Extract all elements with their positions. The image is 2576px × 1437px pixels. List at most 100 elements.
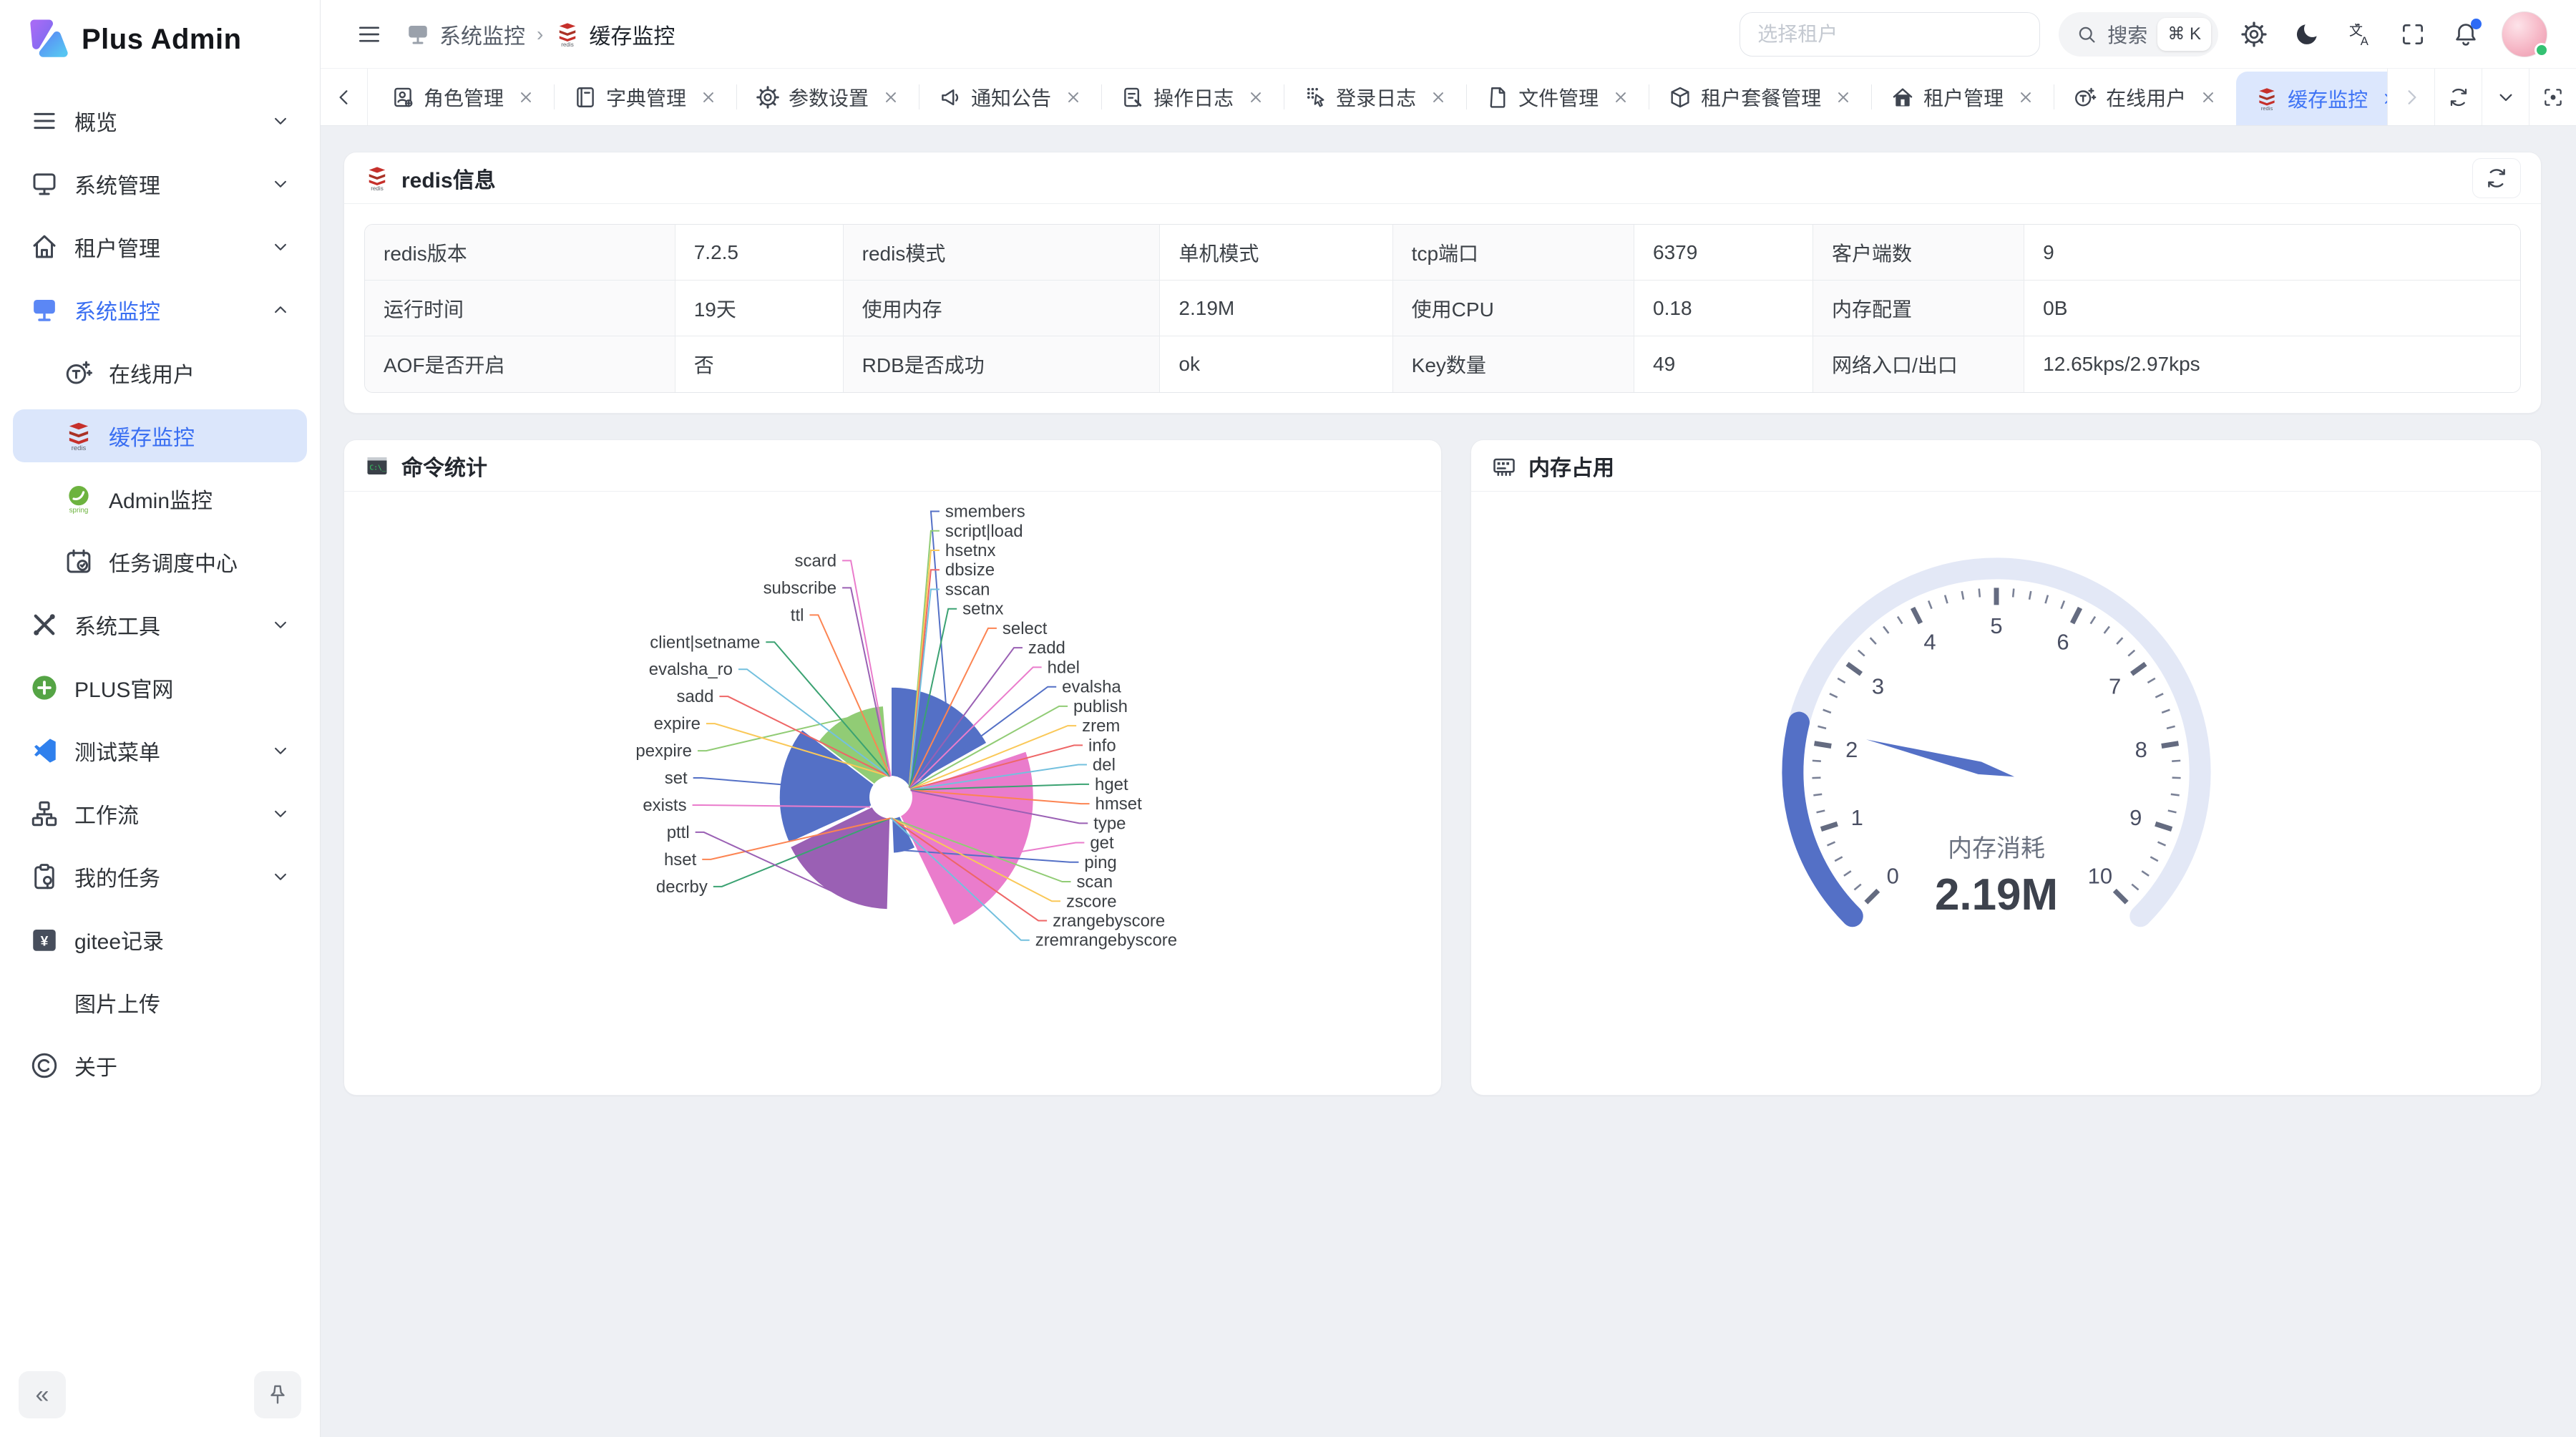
tab-1[interactable]: 字典管理 <box>555 69 736 125</box>
tab-label: 缓存监控 <box>2288 88 2368 111</box>
tab-4[interactable]: 操作日志 <box>1102 69 1284 125</box>
rose-label-evalsha: evalsha <box>1062 678 1121 697</box>
close-icon <box>886 92 897 102</box>
tab-close-icon[interactable] <box>1611 88 1630 107</box>
gauge-tick-label: 4 <box>1923 629 1936 654</box>
tab-close-icon[interactable] <box>1064 88 1083 107</box>
tenant-icon <box>1893 87 1913 107</box>
rose-label-scard: scard <box>795 551 837 570</box>
refresh-redis-info-button[interactable] <box>2472 157 2521 198</box>
rose-label-exists: exists <box>643 796 686 815</box>
rose-label-publish: publish <box>1073 697 1128 716</box>
rose-label-select: select <box>1002 619 1048 638</box>
memory-usage-title: 内存占用 <box>1528 456 1614 480</box>
sidebar-item-5[interactable]: redis 缓存监控 <box>13 409 307 462</box>
tools-icon <box>34 614 55 635</box>
tab-6[interactable]: 文件管理 <box>1467 69 1649 125</box>
breadcrumb-item-0[interactable]: 系统监控 <box>405 19 525 50</box>
tab-close-icon[interactable] <box>699 88 718 107</box>
info-value-cell: 单机模式 <box>1160 225 1393 281</box>
tab-divider <box>1466 84 1468 109</box>
sidebar-item-14[interactable]: 图片上传 <box>13 976 307 1029</box>
user-avatar[interactable] <box>2502 11 2549 57</box>
gauge-needle <box>1865 739 2015 777</box>
pin-sidebar-button[interactable] <box>254 1371 301 1418</box>
info-value-cell: 7.2.5 <box>675 225 844 281</box>
sidebar-item-2[interactable]: 租户管理 <box>13 220 307 273</box>
tab-9[interactable]: 在线用户 <box>2054 69 2236 125</box>
tab-label: 在线用户 <box>2106 87 2187 109</box>
refresh-tab-button[interactable] <box>2434 69 2482 125</box>
rose-label-decrby: decrby <box>656 877 708 897</box>
tab-8[interactable]: 租户管理 <box>1872 69 2054 125</box>
sidebar-item-9[interactable]: PLUS官网 <box>13 661 307 714</box>
logo[interactable]: Plus Admin <box>0 0 320 76</box>
sidebar-item-0[interactable]: 概览 <box>13 94 307 147</box>
tab-close-icon[interactable] <box>2199 88 2218 107</box>
chevron-down-icon <box>275 180 286 187</box>
workflow-icon <box>31 801 57 827</box>
svg-text:A: A <box>2361 34 2369 48</box>
chevron-down-icon <box>275 747 286 754</box>
global-search-button[interactable]: 搜索 ⌘ K <box>2059 11 2218 57</box>
tab-7[interactable]: 租户套餐管理 <box>1649 69 1871 125</box>
sidebar-item-8[interactable]: 系统工具 <box>13 598 307 651</box>
tab-close-icon[interactable] <box>2016 88 2035 107</box>
tab-3[interactable]: 通知公告 <box>919 69 1101 125</box>
tab-actions-dropdown-button[interactable] <box>2482 69 2529 125</box>
monitor-blue-icon <box>34 300 55 321</box>
rose-label-sadd: sadd <box>676 687 713 706</box>
sidebar-item-15[interactable]: 关于 <box>13 1039 307 1092</box>
info-value-cell: 0.18 <box>1634 281 1813 336</box>
gauge-tick-label: 9 <box>2129 805 2142 830</box>
rose-label-zrangebyscore: zrangebyscore <box>1053 911 1165 930</box>
sidebar-item-11[interactable]: 工作流 <box>13 787 307 840</box>
tab-close-icon[interactable] <box>1429 88 1448 107</box>
tenant-select-input[interactable] <box>1740 11 2041 57</box>
settings-gear-icon[interactable] <box>2237 17 2271 52</box>
tab-close-icon[interactable] <box>2381 89 2387 108</box>
home-icon <box>33 235 56 258</box>
collapse-sidebar-button[interactable]: « <box>19 1371 66 1418</box>
close-icon <box>2021 92 2031 102</box>
sidebar-item-6[interactable]: spring Admin监控 <box>13 472 307 525</box>
tab-divider <box>1871 84 1873 109</box>
tab-5[interactable]: 登录日志 <box>1284 69 1466 125</box>
terminal-icon: C:\_ <box>367 457 387 474</box>
sidebar-item-12[interactable]: 我的任务 <box>13 850 307 903</box>
tab-close-icon[interactable] <box>1246 88 1265 107</box>
dark-mode-moon-icon[interactable] <box>2290 17 2324 52</box>
info-value-cell: 9 <box>2024 225 2520 281</box>
sidebar-item-10[interactable]: 测试菜单 <box>13 724 307 777</box>
hamburger-menu-icon[interactable] <box>352 17 386 52</box>
overview-icon <box>34 112 55 130</box>
tabs-scroll-right-button[interactable] <box>2387 69 2434 125</box>
rose-label-get: get <box>1090 833 1114 852</box>
sidebar-item-7[interactable]: 任务调度中心 <box>13 535 307 588</box>
sidebar-item-label: 系统监控 <box>74 301 160 324</box>
rose-label-hset: hset <box>664 850 697 869</box>
tab-2[interactable]: 参数设置 <box>737 69 919 125</box>
sidebar-item-3[interactable]: 系统监控 <box>13 283 307 336</box>
gauge-tick-label: 2 <box>1845 737 1858 762</box>
fullscreen-icon[interactable] <box>2396 17 2430 52</box>
content-screenshot-button[interactable] <box>2529 69 2576 125</box>
tab-0[interactable]: 角色管理 <box>372 69 554 125</box>
notifications-bell-icon[interactable] <box>2449 17 2483 52</box>
tab-close-icon[interactable] <box>517 88 535 107</box>
gauge-tick-label: 6 <box>2057 629 2069 654</box>
rose-label-del: del <box>1093 756 1116 775</box>
tab-close-icon[interactable] <box>1834 88 1853 107</box>
redis-icon: redis <box>364 165 390 191</box>
rose-label-ping: ping <box>1084 853 1116 872</box>
tab-close-icon[interactable] <box>882 88 900 107</box>
tab-10[interactable]: redis 缓存监控 <box>2236 72 2387 125</box>
sidebar-item-1[interactable]: 系统管理 <box>13 157 307 210</box>
sidebar-item-4[interactable]: 在线用户 <box>13 346 307 399</box>
sidebar-item-13[interactable]: ¥ gitee记录 <box>13 913 307 966</box>
monitor-gray-icon <box>409 25 427 44</box>
tabs-scroll-left-button[interactable] <box>321 69 368 125</box>
svg-text:redis: redis <box>72 444 87 451</box>
